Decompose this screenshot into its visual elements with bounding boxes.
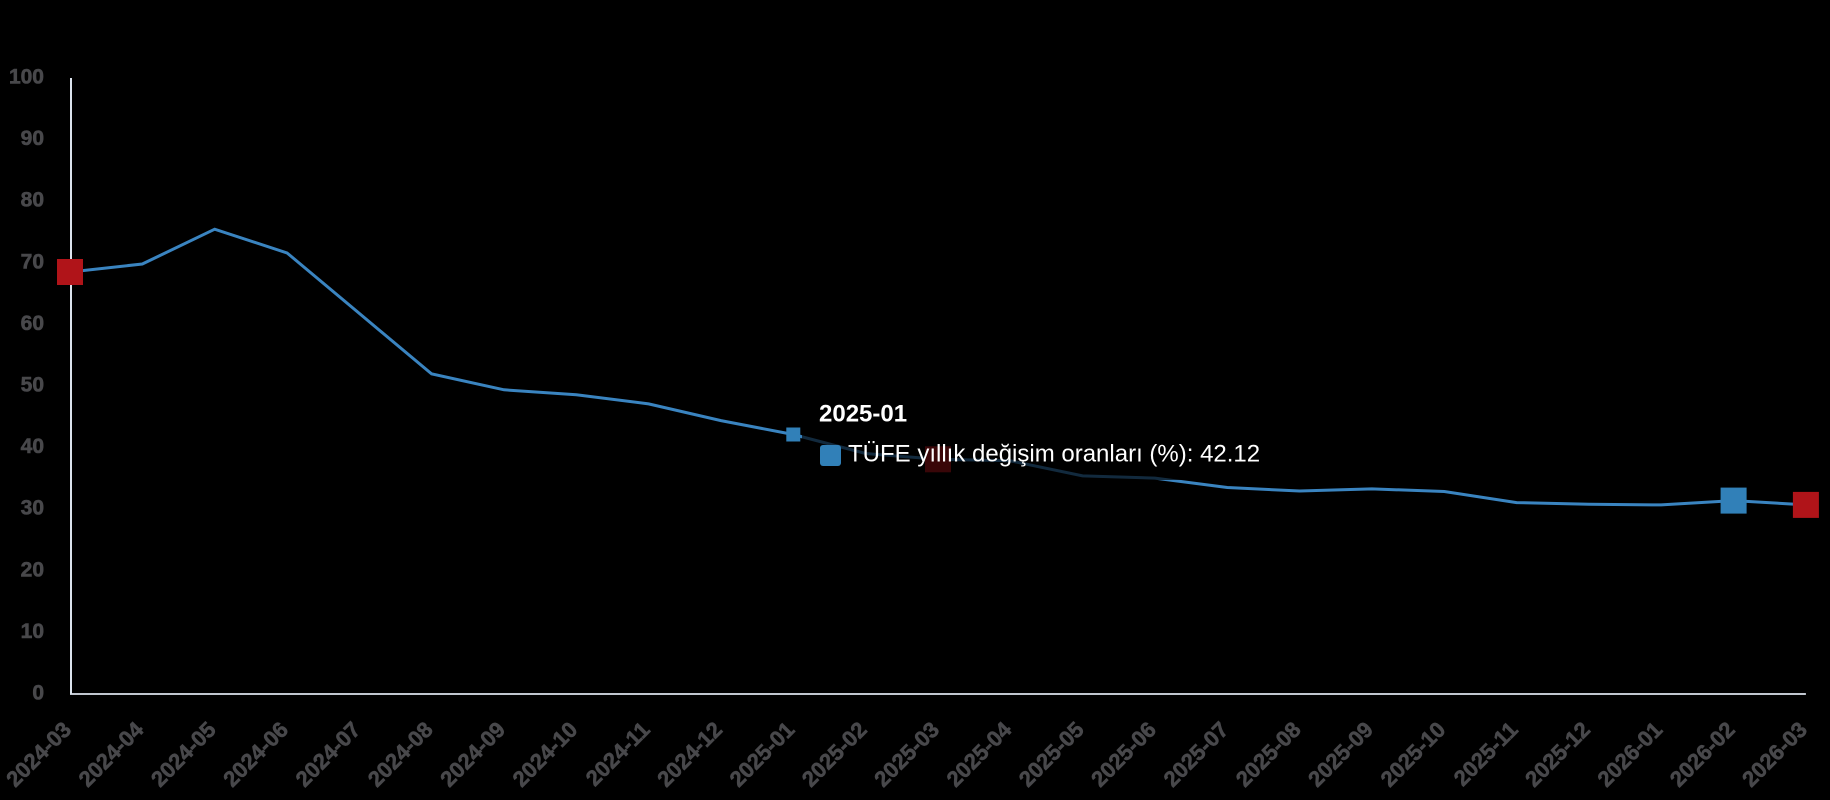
svg-text:70: 70 [21, 250, 44, 273]
svg-text:0: 0 [32, 682, 44, 705]
svg-text:20: 20 [21, 558, 44, 581]
svg-text:40: 40 [21, 435, 44, 458]
svg-text:90: 90 [21, 127, 44, 150]
svg-text:2025-01: 2025-01 [819, 400, 907, 427]
svg-text:100: 100 [9, 66, 44, 89]
svg-text:80: 80 [21, 189, 44, 212]
svg-text:TÜFE yıllık değişim oranları (: TÜFE yıllık değişim oranları (%): 42.12 [848, 441, 1260, 468]
svg-text:60: 60 [21, 312, 44, 335]
svg-text:10: 10 [21, 620, 44, 643]
svg-text:30: 30 [21, 497, 44, 520]
svg-text:50: 50 [21, 374, 44, 397]
